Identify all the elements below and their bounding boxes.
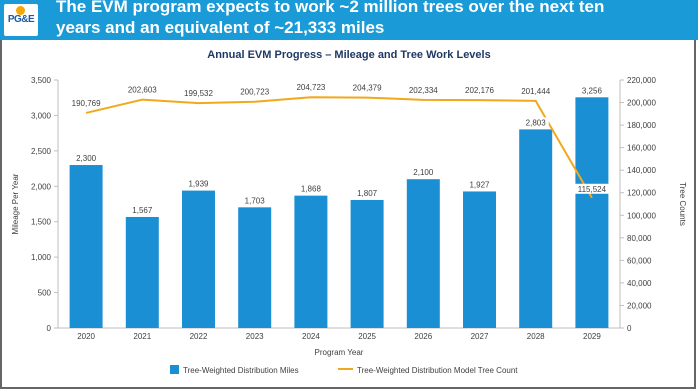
y-tick-label: 2,500: [31, 147, 52, 156]
y-tick-label: 0: [47, 324, 52, 333]
y-axis-label: Mileage Per Year: [11, 173, 20, 234]
bar-label-bg: [129, 204, 156, 215]
x-tick-label: 2023: [246, 332, 264, 341]
bar-label-bg: [297, 183, 324, 194]
line-data-label: 204,723: [296, 83, 325, 92]
pge-logo: PG&E: [4, 4, 38, 36]
y2-tick-label: 20,000: [627, 301, 652, 310]
line-label-bg: [574, 183, 609, 194]
bar-2025: [350, 199, 384, 328]
bar-2028: [519, 129, 553, 328]
y2-tick-label: 80,000: [627, 234, 652, 243]
bar-2026: [406, 179, 440, 328]
bar-label-bg: [578, 85, 605, 96]
y-tick-label: 3,500: [31, 76, 52, 85]
line-data-label: 199,532: [184, 89, 213, 98]
y2-tick-label: 180,000: [627, 121, 656, 130]
x-tick-label: 2027: [471, 332, 489, 341]
y2-tick-label: 160,000: [627, 144, 656, 153]
bar-data-label: 1,703: [245, 196, 266, 205]
x-tick-label: 2020: [77, 332, 95, 341]
y2-tick-label: 220,000: [627, 76, 656, 85]
bar-data-label: 2,803: [526, 118, 547, 127]
bar-data-label: 1,927: [469, 180, 490, 189]
bar-label-bg: [466, 179, 493, 190]
line-data-label: 202,603: [128, 86, 157, 95]
bar-label-bg: [73, 153, 100, 164]
y2-tick-label: 60,000: [627, 256, 652, 265]
y-tick-label: 500: [38, 289, 52, 298]
line-data-label: 202,176: [465, 86, 494, 95]
logo-text: PG&E: [7, 14, 35, 25]
x-tick-label: 2028: [527, 332, 545, 341]
x-tick-label: 2029: [583, 332, 601, 341]
y2-tick-label: 40,000: [627, 279, 652, 288]
bar-data-label: 2,300: [76, 154, 97, 163]
logo-sun-icon: [16, 6, 25, 15]
legend-line-label: Tree-Weighted Distribution Model Tree Co…: [357, 366, 518, 375]
bar-2029: [575, 97, 609, 328]
y2-tick-label: 200,000: [627, 99, 656, 108]
x-tick-label: 2026: [414, 332, 432, 341]
line-data-label: 204,379: [353, 84, 382, 93]
y-tick-label: 1,500: [31, 218, 52, 227]
bar-data-label: 2,100: [413, 168, 434, 177]
legend-bar-label: Tree-Weighted Distribution Miles: [183, 366, 299, 375]
x-tick-label: 2022: [190, 332, 208, 341]
bar-2027: [463, 191, 496, 328]
bar-label-bg: [354, 187, 381, 198]
y2-tick-label: 120,000: [627, 189, 656, 198]
line-data-label: 201,444: [521, 87, 550, 96]
y2-tick-label: 100,000: [627, 211, 656, 220]
line-data-label: 115,524: [578, 185, 607, 194]
line-data-label: 190,769: [72, 99, 101, 108]
chart-frame: [0, 40, 696, 389]
y2-axis-label: Tree Counts: [678, 182, 687, 226]
bar-2021: [125, 216, 159, 328]
bar-data-label: 1,868: [301, 185, 322, 194]
bar-data-label: 1,939: [188, 180, 209, 189]
y-tick-label: 1,000: [31, 253, 52, 262]
bar-label-bg: [522, 117, 549, 128]
y-tick-label: 2,000: [31, 182, 52, 191]
y2-tick-label: 140,000: [627, 166, 656, 175]
chart-title: Annual EVM Progress – Mileage and Tree W…: [207, 49, 490, 61]
y2-tick-label: 0: [627, 324, 632, 333]
line-data-label: 200,723: [240, 88, 269, 97]
bar-data-label: 1,807: [357, 189, 378, 198]
tree-count-line: [85, 96, 593, 199]
x-tick-label: 2024: [302, 332, 320, 341]
bar-label-bg: [185, 178, 212, 189]
line-data-label: 202,334: [409, 86, 438, 95]
x-tick-label: 2021: [133, 332, 151, 341]
bar-2023: [238, 207, 272, 328]
bar-2024: [294, 195, 328, 328]
bar-2022: [182, 190, 215, 328]
bar-2020: [69, 165, 103, 328]
bar-data-label: 3,256: [582, 86, 603, 95]
legend-bar-swatch: [170, 365, 179, 374]
slide-header: PG&E The EVM program expects to work ~2 …: [0, 0, 698, 40]
y-tick-label: 3,000: [31, 111, 52, 120]
slide-title: The EVM program expects to work ~2 milli…: [56, 0, 605, 37]
x-axis-label: Program Year: [315, 348, 364, 357]
bar-label-bg: [410, 167, 437, 178]
bar-data-label: 1,567: [132, 206, 153, 215]
x-tick-label: 2025: [358, 332, 376, 341]
bar-label-bg: [241, 195, 268, 206]
